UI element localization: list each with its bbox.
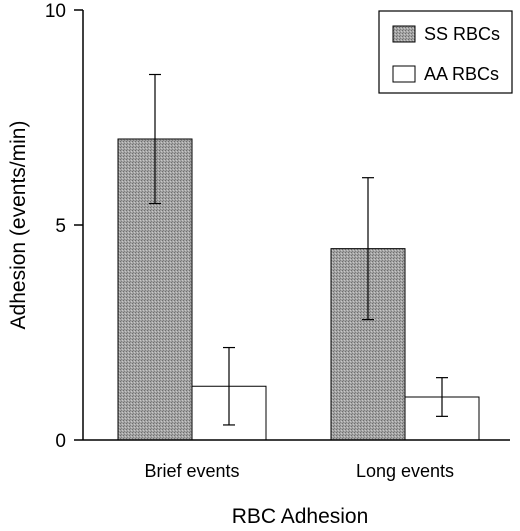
error-bar	[149, 73, 161, 205]
y-tick-label: 0	[55, 431, 66, 452]
legend: SS RBCs AA RBCs	[378, 10, 513, 94]
y-tick-label: 5	[55, 216, 66, 237]
legend-swatch-ss	[392, 25, 416, 43]
y-tick-label: 10	[45, 1, 66, 22]
legend-label-ss: SS RBCs	[424, 24, 500, 44]
error-bar	[362, 177, 374, 321]
error-bar	[436, 377, 448, 417]
legend-label-aa: AA RBCs	[424, 64, 499, 84]
legend-swatch-aa	[392, 65, 416, 83]
y-ticks-group: 0 5 10	[45, 1, 83, 452]
x-axis-title: RBC Adhesion	[232, 505, 369, 528]
x-category-label: Long events	[356, 461, 454, 481]
bars-group	[117, 138, 480, 441]
legend-box	[378, 10, 513, 94]
error-bars-group	[149, 73, 448, 426]
x-category-label: Brief events	[144, 461, 239, 481]
y-axis-title: Adhesion (events/min)	[7, 121, 30, 330]
bar-aa-long	[404, 396, 480, 441]
error-bar	[223, 346, 235, 426]
x-labels-group: Brief events Long events	[144, 461, 454, 481]
